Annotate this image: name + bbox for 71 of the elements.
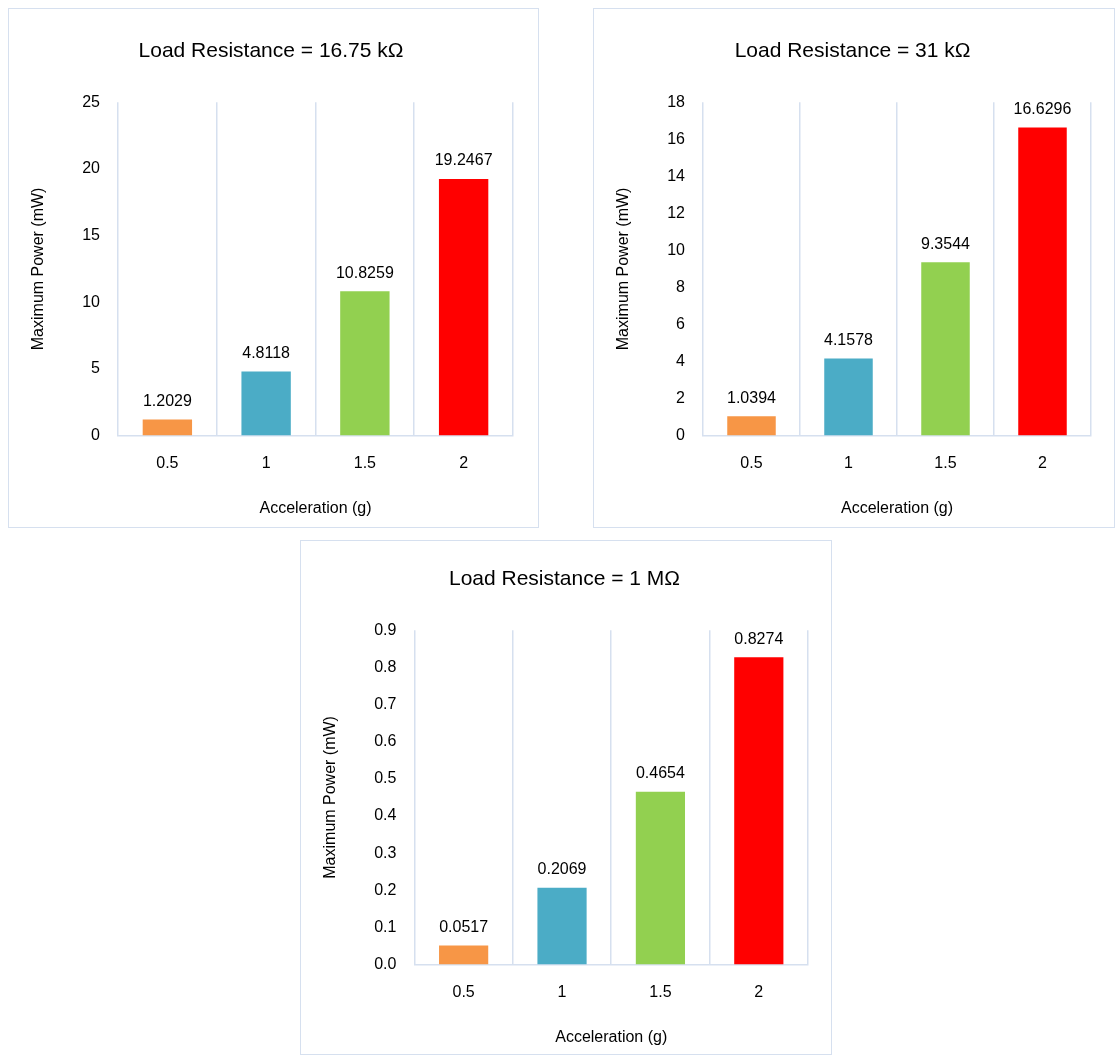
y-tick-label: 0.2 [374,880,397,898]
bar [727,416,776,436]
data-label: 19.2467 [434,151,493,169]
y-axis-title: Maximum Power (mW) [614,187,632,351]
x-tick-label: 0.5 [156,453,179,471]
x-tick-label: 2 [1038,453,1048,471]
bar [824,358,873,436]
bar [921,262,970,436]
x-tick-label: 1.5 [934,453,957,471]
x-tick-label: 0.5 [452,982,475,1000]
chart-title: Load Resistance = 16.75 kΩ [138,38,404,62]
y-tick-label: 0.8 [374,657,397,675]
y-tick-label: 20 [82,159,101,177]
bar [241,371,291,436]
bar [142,419,193,436]
data-label: 0.2069 [537,860,587,878]
y-tick-label: 0.0 [374,955,397,973]
data-label: 4.8118 [242,343,291,361]
y-tick-label: 0.6 [374,732,397,750]
data-label: 0.8274 [734,629,784,647]
y-tick-label: 0 [676,426,686,444]
x-tick-label: 2 [754,982,764,1000]
data-label: 10.8259 [335,263,394,281]
x-tick-label: 1 [844,453,854,471]
x-tick-label: 0.5 [740,453,763,471]
y-tick-label: 14 [667,166,686,184]
x-axis-title: Acceleration (g) [259,498,372,516]
x-tick-label: 1.5 [353,453,377,471]
y-tick-label: 18 [667,92,686,110]
data-label: 1.2029 [142,391,192,409]
data-label: 0.4654 [635,764,685,782]
y-tick-label: 5 [91,359,101,377]
bar [340,291,390,436]
y-tick-label: 15 [82,225,101,243]
y-tick-label: 25 [82,92,101,110]
x-tick-label: 1 [557,982,567,1000]
x-tick-label: 2 [459,453,469,471]
y-tick-label: 8 [676,277,686,295]
x-tick-label: 1.5 [649,982,672,1000]
y-tick-label: 2 [676,388,686,406]
data-label: 4.1578 [824,330,874,348]
data-label: 16.6296 [1013,99,1072,117]
y-tick-label: 0.1 [374,917,397,935]
bar [635,791,686,965]
y-tick-label: 0.5 [374,769,397,787]
y-tick-label: 0.3 [374,843,397,861]
y-tick-label: 10 [667,240,686,258]
x-axis-title: Acceleration (g) [555,1027,668,1045]
bar [537,887,587,965]
data-label: 9.3544 [921,234,971,252]
bar [734,657,784,965]
x-tick-label: 1 [261,453,271,471]
x-axis-title: Acceleration (g) [840,498,954,516]
y-tick-label: 0.7 [374,694,397,712]
bar [1018,127,1067,436]
chart-title: Load Resistance = 31 kΩ [734,38,971,62]
y-tick-label: 6 [676,314,686,332]
y-tick-label: 16 [667,129,686,147]
y-tick-label: 0.4 [374,806,397,824]
y-tick-label: 12 [667,203,686,221]
y-axis-title: Maximum Power (mW) [321,716,339,879]
y-tick-label: 4 [676,351,686,369]
chart-title: Load Resistance = 1 MΩ [448,566,681,590]
y-axis-title: Maximum Power (mW) [29,187,47,351]
data-label: 0.0517 [439,917,489,935]
bar [438,178,489,436]
data-label: 1.0394 [727,388,777,406]
y-tick-label: 0.9 [374,620,397,638]
y-tick-label: 10 [82,292,101,310]
bar [439,945,489,965]
y-tick-label: 0 [91,426,101,444]
